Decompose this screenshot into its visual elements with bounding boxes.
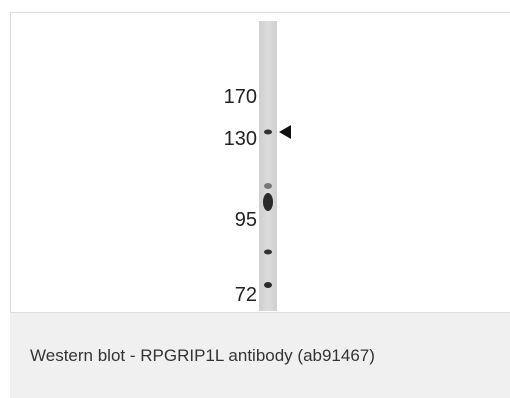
band <box>263 193 273 211</box>
figure-panel: 170 130 95 72 <box>10 12 510 313</box>
band <box>264 250 272 255</box>
marker-label: 72 <box>235 284 257 306</box>
blot-image: 170 130 95 72 <box>11 13 509 312</box>
marker-label: 130 <box>224 128 257 150</box>
marker-label: 95 <box>235 209 257 231</box>
caption: Western blot - RPGRIP1L antibody (ab9146… <box>10 313 510 398</box>
arrow <box>279 125 291 139</box>
band <box>264 130 272 135</box>
band <box>264 282 272 288</box>
marker-label: 170 <box>224 86 257 108</box>
band <box>264 183 272 189</box>
lane <box>259 21 277 311</box>
caption-text: Western blot - RPGRIP1L antibody (ab9146… <box>30 346 375 366</box>
page: 170 130 95 72 Western blot - RPGRIP1L an… <box>0 0 510 398</box>
